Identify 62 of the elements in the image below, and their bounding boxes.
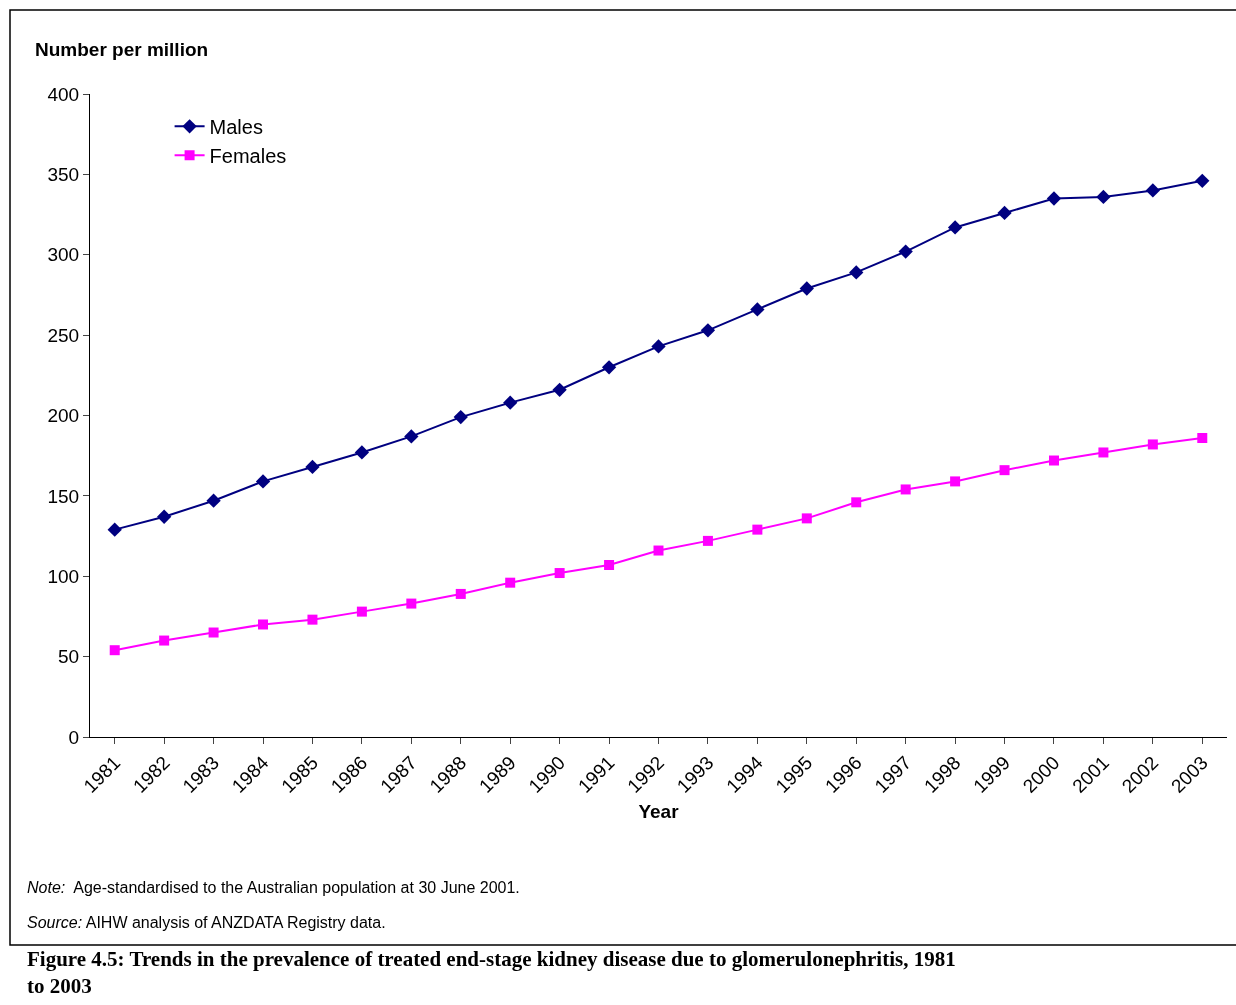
- point: [258, 619, 269, 630]
- point: [601, 360, 617, 375]
- x-axis-title: Year: [638, 800, 680, 822]
- point: [900, 484, 911, 495]
- point: [109, 645, 120, 656]
- point: [849, 265, 864, 280]
- point: [1098, 447, 1109, 458]
- point: [604, 560, 615, 570]
- point: [653, 545, 664, 556]
- point: [1096, 189, 1111, 205]
- point: [947, 220, 963, 235]
- point: [1195, 173, 1210, 188]
- point: [799, 281, 814, 296]
- legend-label: Males: [209, 116, 263, 139]
- text: Note: Age-standardised to the Australian population at 30 June 2001.: [27, 879, 520, 896]
- y-tick-label: 150: [47, 485, 80, 507]
- point: [700, 323, 716, 338]
- point: [997, 205, 1012, 221]
- point: [307, 614, 318, 625]
- point: [1147, 439, 1158, 450]
- point: [305, 459, 320, 475]
- point: [206, 493, 221, 508]
- point: [453, 409, 468, 425]
- point: [1048, 455, 1059, 466]
- point: [552, 382, 567, 397]
- point: [702, 535, 713, 546]
- point: [354, 445, 370, 460]
- point: [157, 509, 172, 524]
- point: [801, 513, 812, 524]
- y-tick-label: 100: [47, 565, 80, 587]
- point: [208, 627, 219, 638]
- point: [554, 568, 565, 579]
- point: [651, 339, 666, 354]
- point: [750, 302, 765, 317]
- point: [950, 476, 961, 487]
- y-tick-label: 50: [58, 646, 80, 668]
- point: [1046, 191, 1062, 206]
- legend-label: Females: [209, 145, 287, 168]
- y-tick-label: 400: [47, 83, 80, 105]
- point: [356, 606, 367, 617]
- point: [107, 522, 122, 537]
- point: [999, 465, 1010, 476]
- point: [851, 497, 862, 508]
- point: [503, 395, 518, 410]
- point: [406, 598, 417, 609]
- y-tick-label: 250: [47, 324, 80, 346]
- text: Figure 4.5: Trends in the prevalence of treated end-stage kidney disease due to glomerulonephritis, 1981 to 2003: [27, 947, 956, 999]
- point: [898, 244, 913, 259]
- y-tick-label: 0: [68, 726, 80, 748]
- point: [159, 635, 170, 646]
- point: [404, 429, 419, 444]
- point: [1197, 433, 1208, 444]
- point: [752, 524, 763, 535]
- y-tick-label: 350: [47, 164, 80, 186]
- point: [505, 577, 516, 588]
- y-axis-title: Number per million: [35, 39, 209, 60]
- point: [255, 474, 271, 489]
- source-note: Source: AIHW analysis of ANZDATA Registry data.: [27, 914, 386, 931]
- y-tick-label: 300: [47, 244, 80, 266]
- point: [455, 588, 466, 599]
- y-tick-label: 200: [47, 405, 80, 427]
- point: [1145, 183, 1160, 198]
